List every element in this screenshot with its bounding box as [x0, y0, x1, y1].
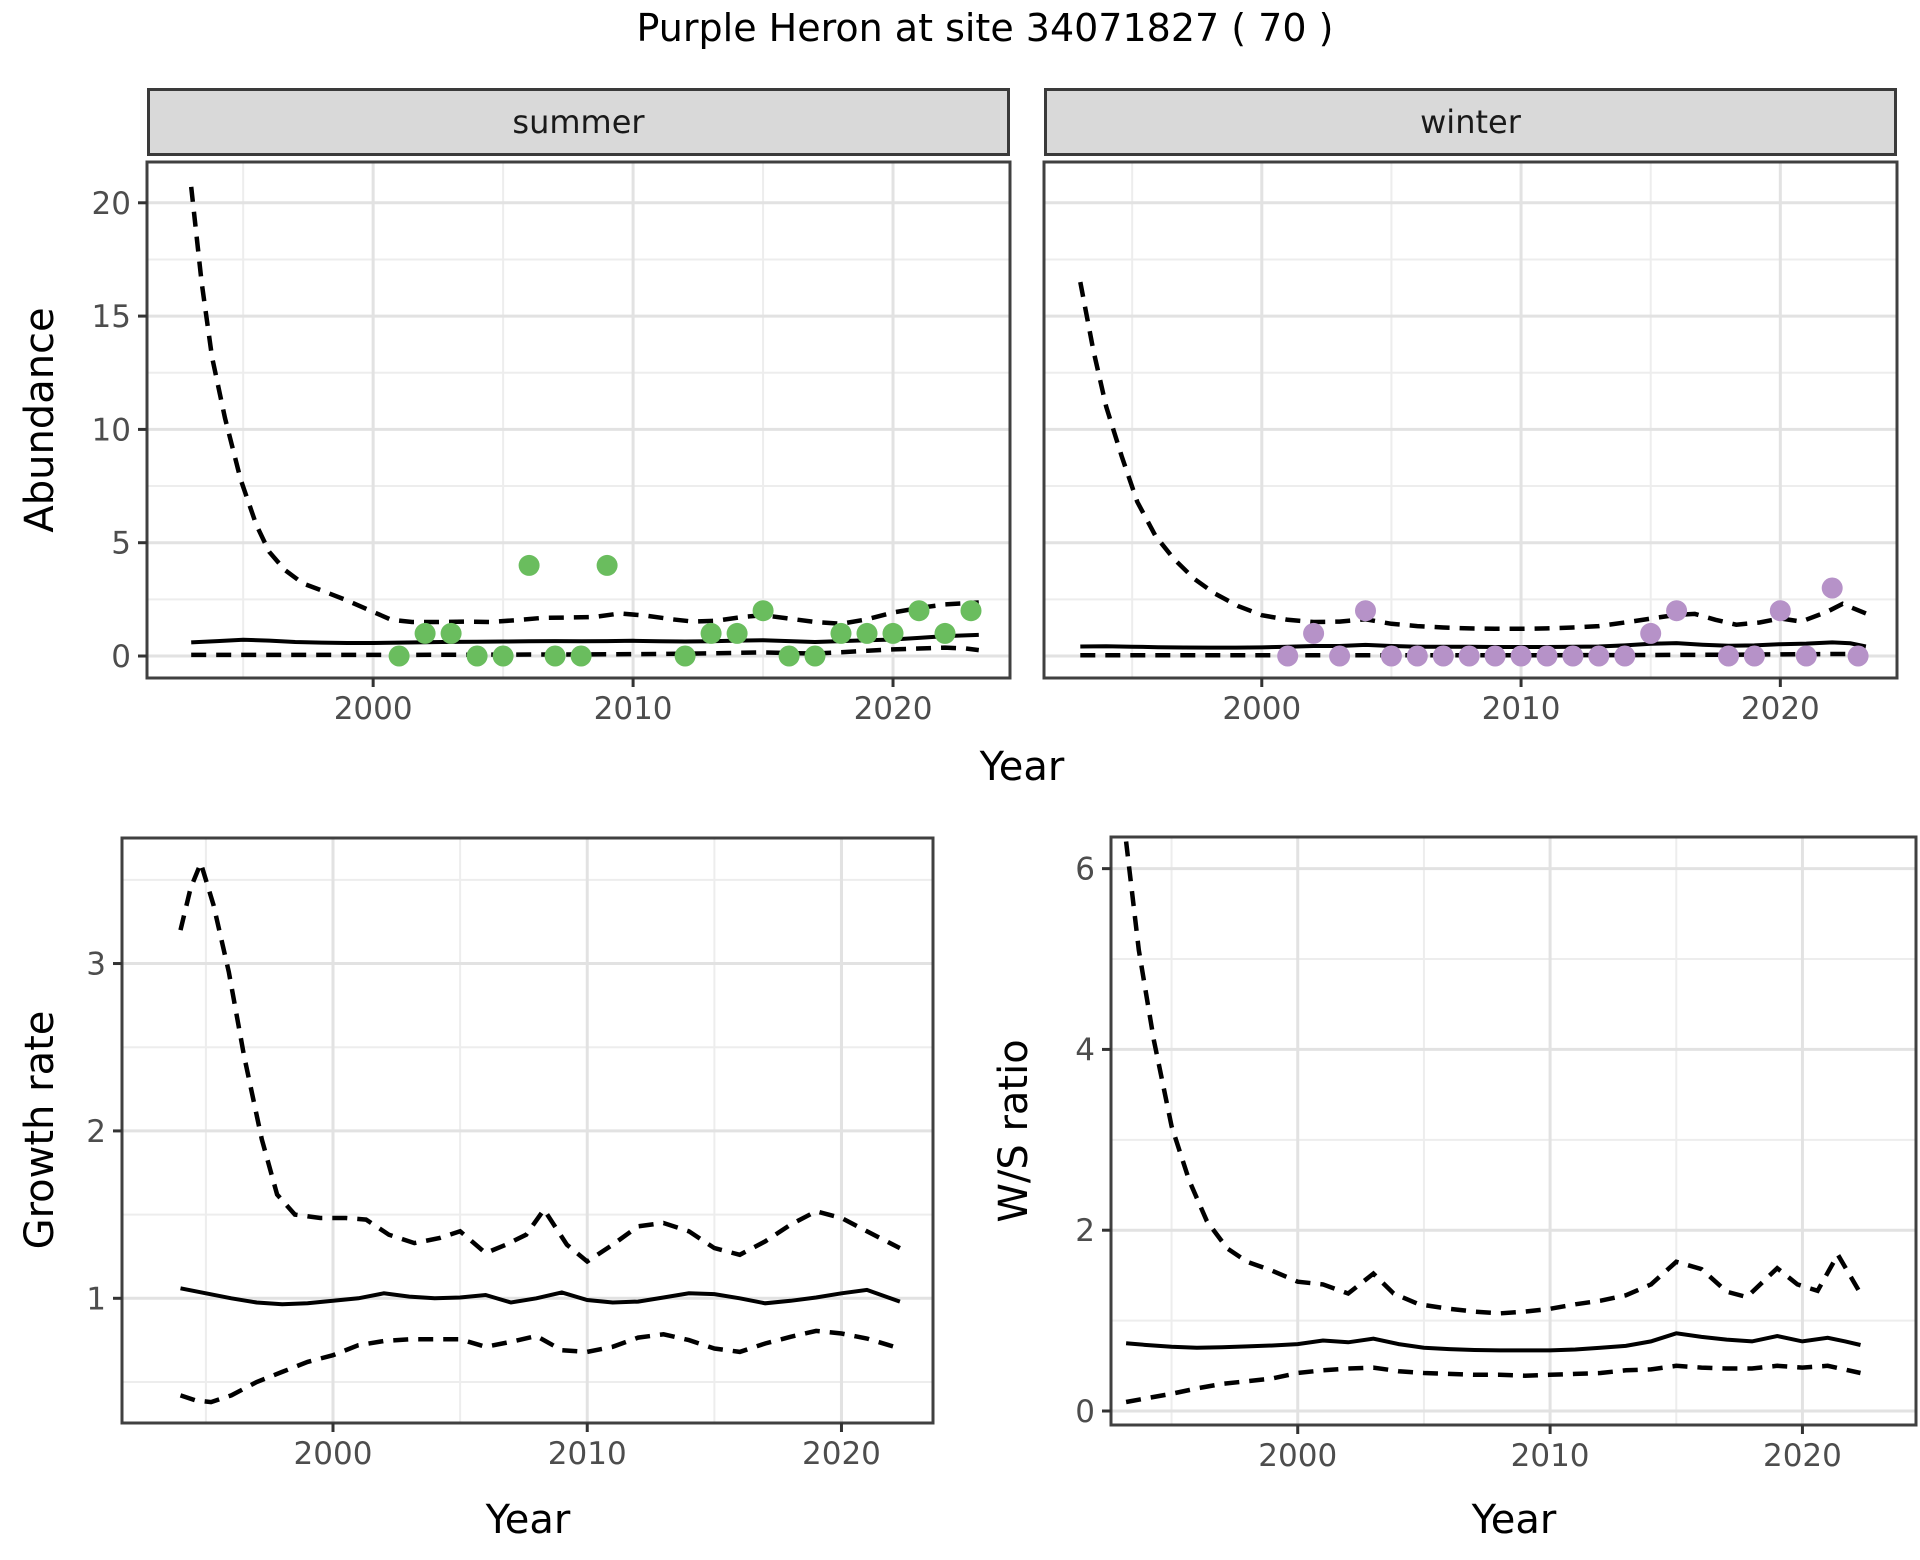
x-axis-title-year-bottom-right: Year: [1471, 1497, 1557, 1543]
chart-title: Purple Heron at site 34071827 ( 70 ): [636, 6, 1334, 50]
x-tick-label: 2000: [294, 1436, 373, 1472]
median-line: [1125, 1331, 1861, 1353]
ci-lower-line: [1125, 1363, 1861, 1405]
data-point: [1458, 645, 1480, 667]
data-point: [1614, 645, 1636, 667]
x-axis-title-year-bottom-left: Year: [485, 1497, 571, 1543]
facet-strip-summer: summer: [147, 88, 1010, 156]
ci-lower-line: [179, 1328, 901, 1405]
facet-strip-winter: winter: [1044, 88, 1897, 156]
ci-upper-line: [1078, 281, 1867, 632]
x-tick-label: 2010: [1511, 1438, 1590, 1474]
panel-winter: 2000 2010 2020: [1042, 160, 1899, 727]
data-point: [1562, 645, 1584, 667]
data-point: [1588, 645, 1610, 667]
data-point: [778, 645, 800, 667]
y-tick-label: 4: [1075, 1032, 1095, 1068]
panel-border: [1109, 835, 1918, 1427]
x-tick-label: 2000: [1222, 691, 1301, 727]
data-point: [388, 645, 410, 667]
x-tick-label: 2000: [1258, 1438, 1337, 1474]
data-point: [492, 645, 514, 667]
panel-border: [1042, 160, 1899, 680]
data-point: [1743, 645, 1765, 667]
data-point: [1847, 645, 1869, 667]
data-point: [1666, 600, 1688, 622]
median-line: [180, 1286, 901, 1307]
x-tick-label: 2010: [1482, 691, 1561, 727]
data-point: [752, 600, 774, 622]
data-point: [700, 622, 722, 644]
y-axis-title-growth-rate: Growth rate: [17, 1010, 63, 1250]
y-axis-title-ws-ratio: W/S ratio: [991, 1039, 1037, 1223]
data-point: [596, 554, 618, 576]
data-point: [882, 622, 904, 644]
y-tick-label: 20: [92, 186, 131, 222]
data-point: [726, 622, 748, 644]
panel-border: [145, 160, 1012, 680]
y-tick-label: 2: [86, 1114, 106, 1150]
data-point: [440, 622, 462, 644]
y-tick-label: 2: [1075, 1213, 1095, 1249]
data-point: [1795, 645, 1817, 667]
data-point: [830, 622, 852, 644]
data-point: [518, 554, 540, 576]
data-point: [1536, 645, 1558, 667]
ci-lower-line: [191, 645, 980, 658]
y-axis-title-abundance: Abundance: [17, 307, 63, 533]
x-tick-label: 2000: [334, 691, 413, 727]
data-point: [934, 622, 956, 644]
y-tick-label: 0: [1075, 1394, 1095, 1430]
data-point: [1406, 645, 1428, 667]
data-point: [960, 600, 982, 622]
data-point: [1329, 645, 1351, 667]
data-point: [1510, 645, 1532, 667]
y-tick-label: 15: [92, 299, 131, 335]
x-axis-title-year-top: Year: [979, 744, 1065, 790]
y-tick-label: 5: [111, 526, 131, 562]
data-point: [856, 622, 878, 644]
panel-summer: 2000 2010 2020 0 5 10 15 20: [92, 160, 1012, 727]
y-tick-label: 3: [86, 947, 106, 983]
data-point: [1432, 645, 1454, 667]
data-point: [804, 645, 826, 667]
data-point: [1484, 645, 1506, 667]
x-tick-label: 2020: [802, 1436, 881, 1472]
data-point: [1821, 577, 1843, 599]
y-tick-label: 1: [86, 1281, 106, 1317]
data-point: [466, 645, 488, 667]
x-tick-label: 2010: [548, 1436, 627, 1472]
x-tick-label: 2010: [594, 691, 673, 727]
data-point: [1769, 600, 1791, 622]
data-point: [1277, 645, 1299, 667]
ci-upper-line: [188, 186, 979, 627]
ci-upper-line: [178, 856, 901, 1265]
data-point: [1640, 622, 1662, 644]
facet-strip-winter-label: winter: [1420, 103, 1521, 141]
data-point: [1303, 622, 1325, 644]
median-line: [1080, 640, 1867, 650]
data-point: [908, 600, 930, 622]
data-point: [1355, 600, 1376, 622]
data-point: [1718, 645, 1739, 667]
data-point: [674, 645, 696, 667]
x-tick-label: 2020: [1763, 1438, 1842, 1474]
data-point: [1380, 645, 1402, 667]
y-tick-label: 10: [92, 412, 131, 448]
panel-growth: 2000 2010 2020 1 2 3: [86, 836, 935, 1472]
data-point: [570, 645, 592, 667]
x-tick-label: 2020: [1741, 691, 1820, 727]
data-point: [544, 645, 566, 667]
ci-upper-line: [1123, 841, 1863, 1316]
data-point: [414, 622, 436, 644]
panel-ws: 2000 2010 2020 0 2 4 6: [1075, 835, 1918, 1474]
y-tick-label: 0: [111, 639, 131, 675]
x-tick-label: 2020: [854, 691, 933, 727]
y-tick-label: 6: [1075, 852, 1095, 888]
facet-strip-summer-label: summer: [512, 103, 645, 141]
